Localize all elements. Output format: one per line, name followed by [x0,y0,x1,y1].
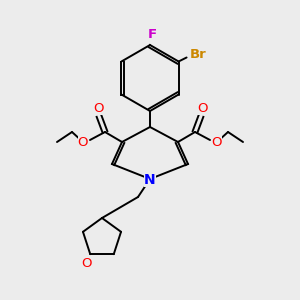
Text: O: O [93,101,103,115]
Text: Br: Br [190,48,207,61]
Text: O: O [78,136,88,148]
Text: O: O [212,136,222,148]
Text: F: F [147,28,157,40]
Text: N: N [144,173,156,187]
Text: O: O [81,257,92,270]
Text: O: O [197,101,207,115]
